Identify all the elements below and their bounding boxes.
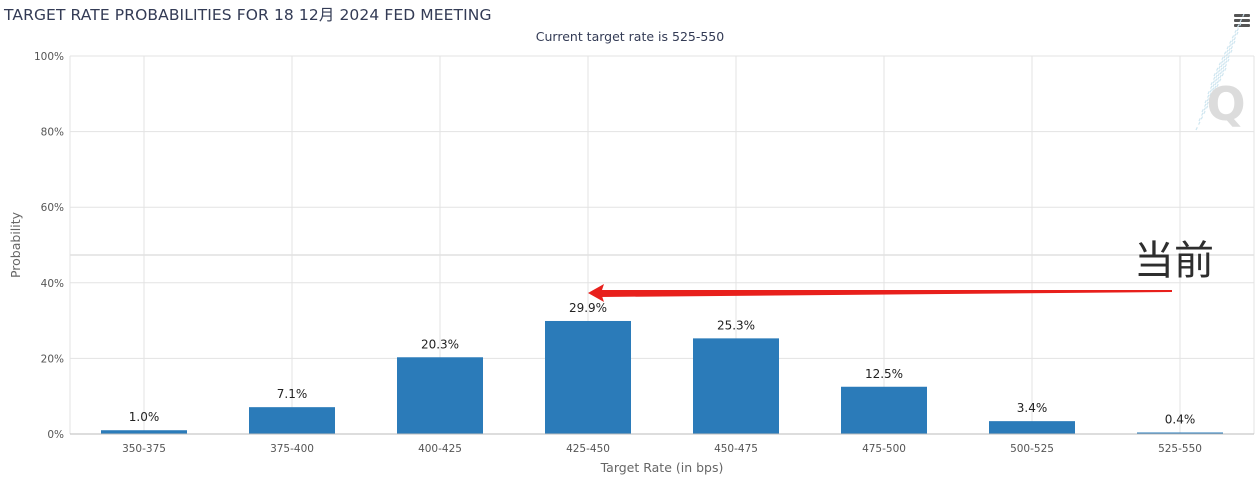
bar-450-475 xyxy=(693,338,779,434)
bar-375-400 xyxy=(249,407,335,434)
watermark-streak xyxy=(1213,13,1245,77)
data-label: 20.3% xyxy=(421,337,459,351)
data-label: 12.5% xyxy=(865,367,903,381)
x-tick-label: 425-450 xyxy=(566,443,610,455)
data-label: 3.4% xyxy=(1017,401,1048,415)
x-tick-label: 450-475 xyxy=(714,443,758,455)
annotation-arrow-shaft xyxy=(600,290,1172,297)
data-label: 7.1% xyxy=(277,387,308,401)
y-axis-title: Probability xyxy=(8,211,23,278)
y-tick-label: 100% xyxy=(34,51,64,63)
x-tick-label: 350-375 xyxy=(122,443,166,455)
x-tick-label: 500-525 xyxy=(1010,443,1054,455)
x-tick-label: 525-550 xyxy=(1158,443,1202,455)
x-tick-label: 400-425 xyxy=(418,443,462,455)
chart-title: TARGET RATE PROBABILITIES FOR 18 12月 202… xyxy=(4,6,492,24)
data-label: 1.0% xyxy=(129,410,160,424)
hamburger-menu-icon[interactable] xyxy=(1234,14,1250,27)
y-tick-label: 40% xyxy=(41,278,64,290)
x-tick-label: 375-400 xyxy=(270,443,314,455)
bar-400-425 xyxy=(397,357,483,434)
data-label: 25.3% xyxy=(717,318,755,332)
watermark-streak xyxy=(1210,22,1242,86)
y-tick-label: 80% xyxy=(41,127,64,139)
x-tick-label: 475-500 xyxy=(862,443,906,455)
y-tick-label: 20% xyxy=(41,353,64,365)
y-tick-label: 0% xyxy=(47,429,64,441)
x-axis-title: Target Rate (in bps) xyxy=(600,460,724,475)
y-tick-label: 60% xyxy=(41,202,64,214)
watermark-letter: Q xyxy=(1206,77,1245,131)
bar-350-375 xyxy=(101,430,187,434)
current-annotation-label: 当前 xyxy=(1134,238,1214,284)
chart-subtitle: Current target rate is 525-550 xyxy=(535,29,725,44)
data-label: 0.4% xyxy=(1165,412,1196,426)
watermark-logo: Q xyxy=(1195,13,1246,131)
bar-425-450 xyxy=(545,320,631,434)
data-label: 29.9% xyxy=(569,301,607,315)
bar-525-550 xyxy=(1137,432,1223,434)
annotation-arrow-head xyxy=(588,284,604,302)
bar-475-500 xyxy=(841,386,927,434)
bar-500-525 xyxy=(989,421,1075,434)
